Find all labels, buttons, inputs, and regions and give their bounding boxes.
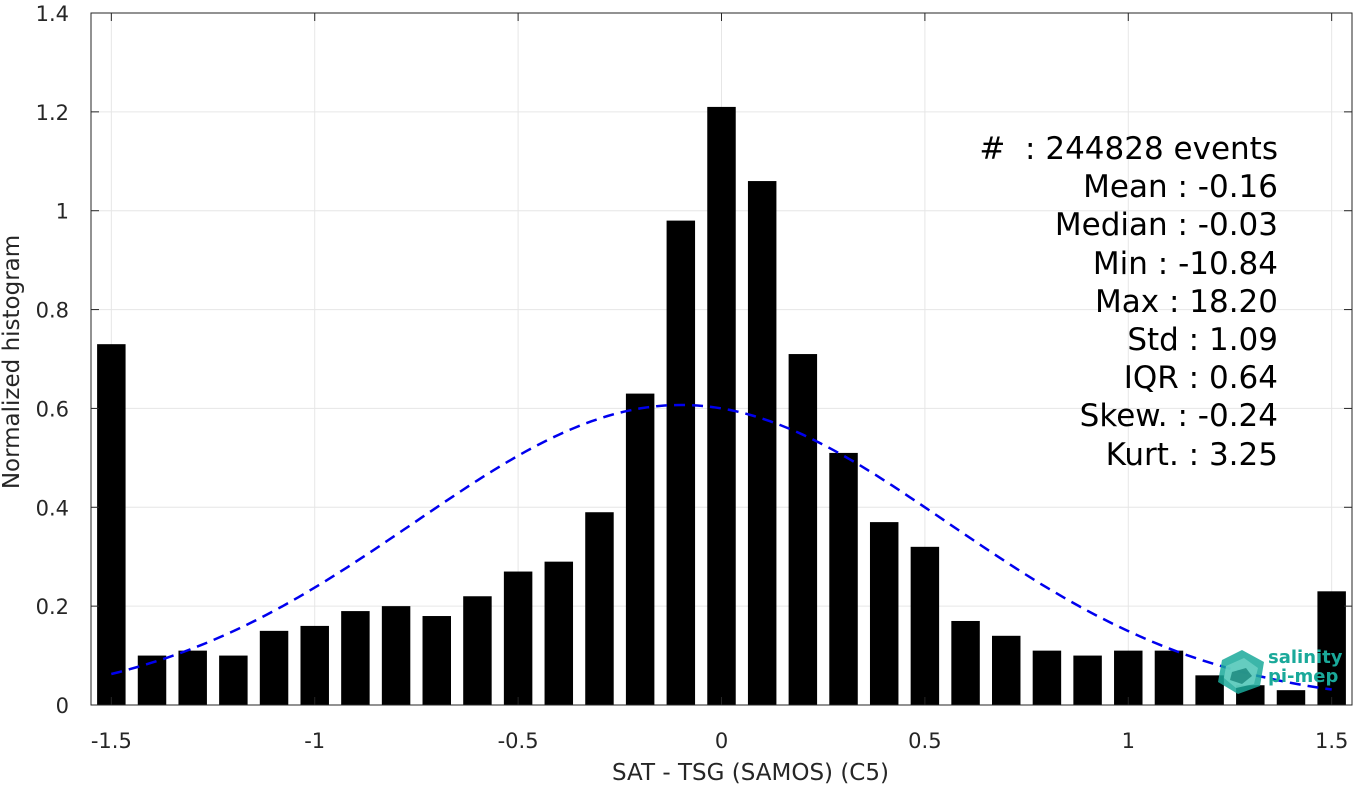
histogram-bar xyxy=(829,452,858,705)
statistics-box: # : 244828 events Mean : -0.16 Median : … xyxy=(979,130,1278,474)
histogram-bar xyxy=(219,655,248,705)
histogram-bar xyxy=(910,546,940,705)
x-tick-label: 0 xyxy=(715,729,728,753)
histogram-bar xyxy=(1154,650,1184,705)
stat-median: Median : -0.03 xyxy=(1054,207,1278,244)
y-tick-label: 1.4 xyxy=(36,2,69,26)
histogram-bar xyxy=(951,620,980,705)
histogram-bar xyxy=(544,561,574,705)
x-axis-label: SAT - TSG (SAMOS) (C5) xyxy=(612,760,889,785)
histogram-bar xyxy=(300,625,329,705)
x-tick-label: -0.5 xyxy=(498,729,539,753)
stat-max: Max : 18.20 xyxy=(1095,283,1278,320)
stat-min: Min : -10.84 xyxy=(1092,245,1278,282)
salinity-pimep-logo: salinity pi-mep xyxy=(1216,646,1351,696)
histogram-bar xyxy=(341,611,370,705)
stat-events: # : 244828 events xyxy=(979,131,1278,167)
y-tick-label: 0.6 xyxy=(36,397,69,421)
histogram-bar xyxy=(788,354,818,705)
y-tick-label: 0 xyxy=(56,694,69,718)
histogram-bar xyxy=(585,512,614,705)
histogram-bar xyxy=(992,635,1021,705)
histogram-bar xyxy=(1073,655,1102,705)
logo-line-2: pi-mep xyxy=(1268,666,1339,687)
logo-text: salinity pi-mep xyxy=(1268,648,1343,686)
histogram-bar xyxy=(747,181,777,706)
y-tick-label: 1 xyxy=(56,200,69,224)
stat-iqr: IQR : 0.64 xyxy=(1123,360,1278,397)
y-tick-label: 0.2 xyxy=(36,595,69,619)
x-tick-label: -1 xyxy=(304,729,325,753)
histogram-bar xyxy=(1114,650,1143,705)
histogram-bar xyxy=(1276,690,1306,705)
logo-line-1: salinity xyxy=(1268,647,1343,668)
histogram-bar xyxy=(259,630,289,705)
histogram-bar xyxy=(97,344,126,705)
histogram-bar xyxy=(666,220,696,705)
stat-std: Std : 1.09 xyxy=(1127,322,1278,359)
histogram-bar xyxy=(422,616,451,705)
histogram-bar xyxy=(625,393,655,705)
logo-mark-icon xyxy=(1218,650,1264,694)
normal-fit-curve xyxy=(111,403,1332,691)
x-axis-ticks: -1.5 -1 -0.5 0 0.5 1 1.5 xyxy=(91,13,1348,753)
y-axis-label: Normalized histogram xyxy=(0,235,25,489)
histogram-bars xyxy=(97,106,1346,706)
stat-kurt: Kurt. : 3.25 xyxy=(1105,436,1278,473)
histogram-bar xyxy=(463,596,492,705)
histogram-bar xyxy=(381,606,411,705)
histogram-bar xyxy=(1032,650,1062,705)
x-tick-label: 1.5 xyxy=(1315,729,1348,753)
histogram-bar xyxy=(1317,591,1346,705)
y-tick-label: 0.8 xyxy=(36,299,69,323)
y-tick-label: 0.4 xyxy=(36,496,69,520)
x-tick-label: 0.5 xyxy=(908,729,941,753)
stat-skew: Skew. : -0.24 xyxy=(1079,398,1278,435)
stat-mean: Mean : -0.16 xyxy=(1083,169,1278,206)
y-axis-ticks: 0 0.2 0.4 0.6 0.8 1 1.2 1.4 xyxy=(36,2,1352,718)
x-tick-label: -1.5 xyxy=(91,729,132,753)
histogram-bar xyxy=(503,571,533,705)
x-tick-label: 1 xyxy=(1122,729,1135,753)
histogram-bar xyxy=(178,650,207,705)
y-tick-label: 1.2 xyxy=(36,101,69,125)
histogram-bar xyxy=(869,522,899,705)
